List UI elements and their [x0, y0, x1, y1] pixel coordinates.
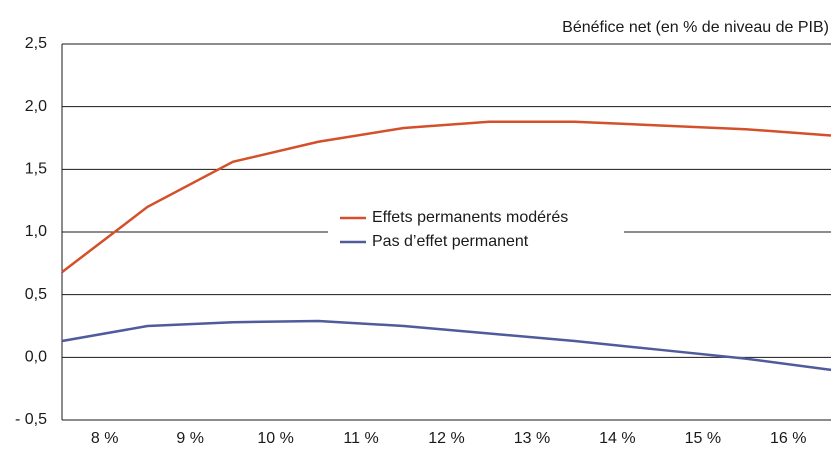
legend-label: Effets permanents modérés [372, 209, 568, 226]
y-tick-label: 2,0 [25, 98, 47, 115]
x-tick-label: 12 % [428, 430, 464, 447]
x-tick-label: 15 % [685, 430, 721, 447]
x-tick-label: 10 % [257, 430, 293, 447]
x-tick-label: 11 % [343, 430, 378, 447]
y-tick-label: - 0,5 [15, 411, 47, 428]
y-axis-label: Bénéfice net (en % de niveau de PIB) [562, 19, 829, 36]
x-tick-label: 8 % [91, 430, 119, 447]
x-tick-label: 16 % [770, 430, 806, 447]
y-tick-label: 1,0 [25, 223, 47, 240]
legend-box [328, 206, 624, 262]
x-tick-label: 13 % [514, 430, 550, 447]
y-tick-label: 1,5 [25, 161, 47, 178]
y-tick-label: 0,0 [25, 349, 47, 366]
y-tick-label: 2,5 [25, 35, 47, 52]
x-tick-label: 14 % [599, 430, 635, 447]
y-tick-label: 0,5 [25, 286, 47, 303]
line-series [61, 319, 832, 372]
x-tick-label: 9 % [176, 430, 204, 447]
legend-label: Pas d’effet permanent [372, 233, 529, 250]
line-series [61, 120, 832, 274]
